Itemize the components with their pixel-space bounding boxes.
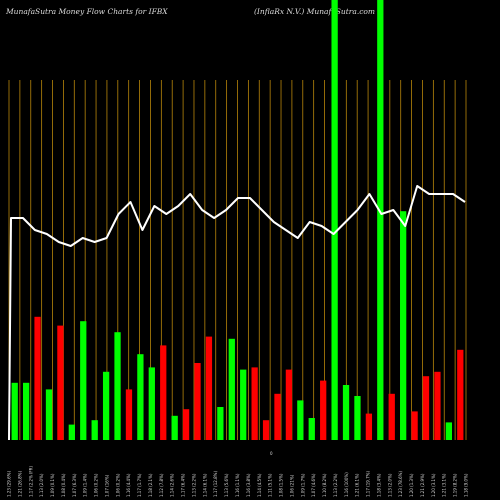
money-flow-bar [137,354,144,440]
x-tick-label: 1.17 (12.8%) [213,471,218,497]
money-flow-bar [434,371,441,440]
x-tick-label: 1.21 (3.1%) [442,473,447,497]
money-flow-bar [80,321,87,440]
x-tick-label: 1.16 (1.1%) [235,473,240,497]
x-tick-label: 1.16 (4.4%) [126,473,131,497]
money-flow-bar [91,420,98,440]
money-flow-bar [388,393,395,440]
x-tick-label: 1.09 (1.7%) [300,473,305,497]
x-tick-label: 1.14 (4.5%) [257,473,262,497]
x-tick-label: 1.23 (78.6%) [398,471,403,497]
x-tick-label: 1.09 (0.1%) [50,473,55,497]
money-flow-bar [182,409,190,440]
money-flow-bar [171,415,178,440]
x-tick-label: 1.09 (1.4%) [83,473,88,497]
zero-label: 0 [270,451,273,456]
x-tick-label: 1.17 (2.2% IFR) [28,466,33,497]
x-tick-label: 1.07 (4.6%) [311,473,316,497]
money-flow-bar [114,332,121,440]
money-flow-bar [102,371,110,440]
x-tick-label: 1.17 (19.7%) [366,471,371,497]
x-tick-label: 1.17 (6.4%) [181,473,186,497]
x-tick-label: 1.06 (0.2%) [94,473,99,497]
money-flow-bar [445,422,452,440]
x-tick-label: 1.06 (21%) [289,474,294,497]
x-tick-label: 1.13 (2.2%) [333,473,338,497]
x-tick-label: 1.19 (8.2%) [453,473,458,497]
money-flow-bar [34,316,41,440]
x-tick-label: 1.21 (26.8%) [17,471,22,497]
money-flow-bar [194,363,201,440]
x-tick-label: 1.18 (3.4%) [376,473,381,497]
x-tick-label: 1.07 (16%) [104,474,109,497]
x-tick-label: 1.13 (5.6%) [224,473,229,497]
money-flow-bar [228,338,235,440]
money-flow-bar [320,380,327,440]
money-flow-bar [148,367,155,440]
money-flow-bar [45,389,53,440]
money-flow-bar [251,367,258,440]
x-tick-label: 1.13 (2.2%) [191,473,196,497]
x-tick-label: 1.13 (2.0%) [39,473,44,497]
x-tick-label: 1.17 (1.7%) [137,473,142,497]
x-tick-label: 1.08 (1.5%) [279,473,284,497]
chart-title: MunafaSutra Money Flow Charts for IFBX [6,7,168,16]
x-tick-label: 1.14 (6.1%) [202,473,207,497]
money-flow-bar [422,376,430,440]
money-flow-bar [285,369,293,440]
x-tick-label: 1.06 (0.2%) [115,473,120,497]
money-flow-bar [262,420,270,440]
money-flow-bar [457,349,464,440]
money-flow-bar [205,336,213,440]
x-tick-label: 1.07 (6.3%) [72,473,77,497]
x-tick-label: 1.13 (2.0%) [387,473,392,497]
money-flow-bar [57,325,64,440]
money-flow-bar [160,345,167,440]
chart-subtitle: (InflaRx N.V.) MunafaSutra.com [254,7,376,16]
x-tick-label: 1.08 (0.4%) [61,473,66,497]
money-flow-bar [274,393,281,440]
x-tick-label: 1.11 (5.1%) [268,473,273,497]
money-flow-bar [365,413,373,440]
money-flow-bar [354,396,361,440]
x-tick-label: 1.21 (6.1%) [355,473,360,497]
x-tick-label: 1.16 (3.8%) [246,473,251,497]
money-flow-bar [217,407,224,440]
money-flow-bar [331,0,338,440]
money-flow-bar [400,211,407,440]
money-flow-bar [11,382,18,440]
money-flow-bar [308,418,315,440]
money-flow-bar [377,0,384,440]
money-flow-bar [68,424,75,440]
x-tick-label: 1.18 (9.0%) [464,473,469,497]
money-flow-bar [23,382,30,440]
money-flow-bar [411,411,418,440]
x-tick-label: 1.20 (1.3%) [409,473,414,497]
x-tick-label: 1.10 (8.2%) [322,473,327,497]
x-tick-label: 1.18 (2.1%) [148,473,153,497]
x-tick-label: 1.21 (2.9%) [420,473,425,497]
x-tick-label: 1.14 (2.6%) [170,473,175,497]
x-tick-label: 1.16 (100%) [344,472,349,497]
money-flow-bar [125,389,133,440]
x-tick-label: 1.23 (29.6%) [7,471,12,497]
money-flow-bar [240,369,247,440]
x-tick-label: 1.20 (3.1%) [431,473,436,497]
money-flow-bar [297,400,304,440]
price-line [8,185,466,441]
money-flow-bar [342,385,350,440]
x-tick-label: 1.12 (7.8%) [159,473,164,497]
